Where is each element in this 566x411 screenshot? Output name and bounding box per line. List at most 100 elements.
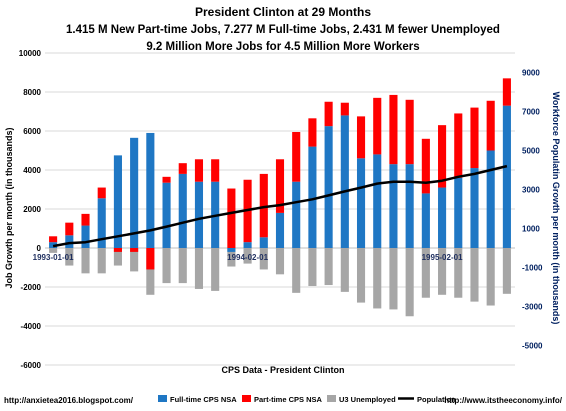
- bar-unemployed: [65, 248, 74, 266]
- y2-tick-label: -1000: [522, 264, 543, 273]
- bar-unemployed: [373, 248, 382, 309]
- legend-swatch-part-time: [242, 395, 251, 402]
- bar-unemployed: [421, 248, 430, 298]
- bar-full-time: [130, 137, 139, 248]
- bar-part-time: [81, 213, 90, 226]
- y-tick-label: 0: [37, 244, 42, 253]
- y2-tick-label: 3000: [522, 186, 540, 195]
- bar-unemployed: [502, 248, 511, 294]
- bar-full-time: [502, 105, 511, 249]
- bar-unemployed: [308, 248, 317, 287]
- bar-unemployed: [470, 248, 479, 302]
- bar-part-time: [49, 236, 58, 243]
- bar-part-time: [356, 116, 366, 159]
- bar-full-time: [227, 248, 236, 252]
- bar-full-time: [486, 150, 495, 248]
- y2-axis-ticks: 9000 7000 5000 3000 1000 -1000 -3000 -5000: [522, 69, 543, 351]
- bar-part-time: [178, 163, 187, 174]
- bar-unemployed: [259, 248, 268, 270]
- y-tick-label: 6000: [23, 127, 41, 136]
- bar-part-time: [211, 159, 220, 182]
- bar-unemployed: [454, 248, 463, 298]
- y-tick-label: 4000: [23, 166, 41, 175]
- bar-full-time: [308, 146, 317, 248]
- chart-title-line-3: 9.2 Million More Jobs for 4.5 Million Mo…: [146, 41, 419, 53]
- bar-unemployed: [340, 248, 349, 292]
- chart-title-line-2: 1.415 M New Part-time Jobs, 7.277 M Full…: [66, 24, 500, 36]
- x-axis-labels: 1993-01-01 1994-02-01 1995-02-01: [33, 253, 463, 262]
- bar-full-time: [243, 242, 252, 248]
- x-date-label: 1995-02-01: [422, 253, 463, 262]
- population-line-group: [52, 164, 508, 248]
- bar-unemployed: [389, 248, 398, 310]
- legend-swatch-full-time: [158, 395, 167, 402]
- bar-part-time: [146, 248, 155, 270]
- y2-tick-label: 1000: [522, 225, 540, 234]
- bar-full-time: [292, 181, 301, 248]
- bar-part-time: [340, 102, 349, 116]
- y-tick-label: -2000: [21, 283, 42, 292]
- y2-tick-label: 5000: [522, 147, 540, 156]
- bar-unemployed: [227, 248, 236, 267]
- bar-part-time: [324, 101, 333, 127]
- y-tick-label: 10000: [19, 49, 42, 58]
- bar-unemployed: [356, 248, 366, 303]
- y-axis-ticks: 10000 8000 6000 4000 2000 0 -2000 -4000 -6000: [19, 49, 42, 370]
- bar-part-time: [389, 94, 398, 165]
- footer-right-url: http://www.itstheeconomy.info/: [444, 396, 563, 405]
- bar-full-time: [405, 164, 414, 248]
- population-line: [52, 164, 508, 248]
- bar-unemployed: [292, 248, 301, 293]
- bar-unemployed: [324, 248, 333, 286]
- y2-tick-label: -3000: [522, 303, 543, 312]
- x-date-label: 1994-02-01: [227, 253, 268, 262]
- y2-tick-label: 9000: [522, 69, 540, 78]
- bar-part-time: [130, 248, 139, 252]
- y2-axis-label: Workforce Populatin Growth per month (in…: [551, 92, 561, 325]
- bar-part-time: [470, 107, 479, 169]
- bar-unemployed: [178, 248, 187, 284]
- bar-full-time: [178, 173, 187, 248]
- bar-unemployed: [146, 248, 155, 295]
- bar-part-time: [65, 222, 74, 236]
- bar-part-time: [113, 248, 122, 252]
- y2-tick-label: 7000: [522, 108, 540, 117]
- bar-full-time: [259, 237, 268, 248]
- legend-label-population: Population: [417, 395, 456, 404]
- bar-part-time: [405, 99, 414, 165]
- bar-full-time: [275, 212, 285, 248]
- legend-label-part-time: Part-time CPS NSA: [254, 395, 323, 404]
- bar-full-time: [194, 181, 204, 248]
- bar-part-time: [438, 125, 447, 188]
- bar-unemployed: [81, 248, 90, 274]
- y-tick-label: -4000: [21, 322, 42, 331]
- bar-unemployed: [49, 248, 58, 253]
- x-axis-label: CPS Data - President Clinton: [221, 365, 344, 375]
- bar-unemployed: [275, 248, 285, 275]
- bar-full-time: [454, 177, 463, 248]
- bar-part-time: [194, 159, 204, 182]
- legend: Full-time CPS NSA Part-time CPS NSA U3 U…: [158, 395, 456, 404]
- y2-tick-label: -5000: [522, 342, 543, 351]
- bars: [49, 78, 511, 317]
- bar-part-time: [292, 131, 301, 182]
- bar-full-time: [373, 154, 382, 248]
- bar-unemployed: [438, 248, 447, 295]
- bar-part-time: [97, 187, 106, 199]
- bar-full-time: [97, 198, 106, 248]
- bar-full-time: [81, 225, 90, 248]
- bar-unemployed: [113, 248, 122, 266]
- bar-part-time: [502, 78, 511, 106]
- bar-unemployed: [211, 248, 220, 291]
- bar-part-time: [373, 97, 382, 155]
- bar-full-time: [470, 168, 479, 248]
- bar-part-time: [308, 118, 317, 147]
- footer-left-url: http://anxietea2016.blogspot.com/: [4, 396, 134, 405]
- bar-part-time: [227, 188, 236, 248]
- bar-full-time: [65, 235, 74, 248]
- bar-unemployed: [486, 248, 495, 306]
- bar-full-time: [146, 132, 155, 248]
- bar-part-time: [486, 100, 495, 151]
- y-tick-label: -6000: [21, 361, 42, 370]
